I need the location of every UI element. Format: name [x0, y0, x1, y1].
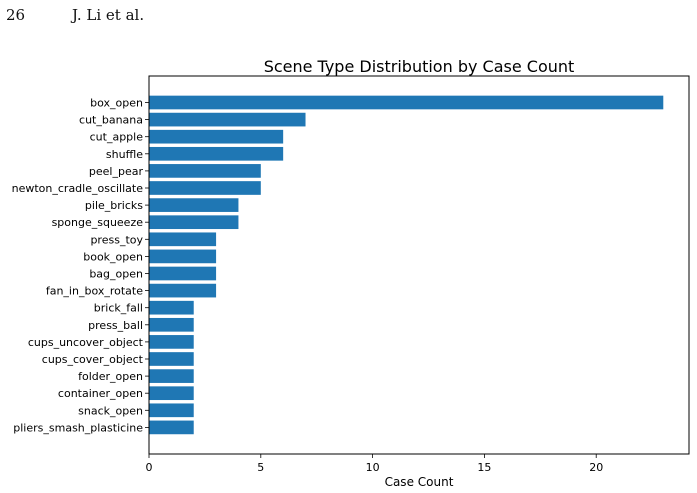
plot-frame — [148, 75, 690, 455]
y-tick-label: peel_pear — [89, 165, 144, 178]
bar-cut-apple — [149, 129, 284, 144]
bar-peel-pear — [149, 164, 261, 178]
bars-group — [149, 95, 664, 435]
bar-cups-cover-object — [149, 352, 194, 366]
bar-folder-open — [149, 369, 194, 383]
y-tick-label: pliers_smash_plasticine — [13, 421, 143, 434]
y-tick-label: cups_uncover_object — [28, 336, 144, 349]
bar-press-ball — [149, 317, 194, 332]
y-tick-label: folder_open — [78, 370, 143, 383]
page-header: 26 J. Li et al. — [0, 0, 697, 40]
x-tick-label: 0 — [146, 461, 153, 474]
bar-fan-in-box-rotate — [149, 283, 217, 298]
bar-cups-uncover-object — [149, 335, 194, 349]
y-tick-label: cut_banana — [79, 114, 143, 127]
bar-container-open — [149, 386, 194, 401]
y-tick-label: newton_cradle_oscillate — [12, 182, 144, 195]
y-tick-label: shuffle — [106, 148, 143, 161]
y-tick-label: sponge_squeeze — [52, 216, 144, 229]
page-number: 26 — [6, 6, 26, 24]
y-tick-label: container_open — [58, 387, 143, 400]
y-tick-label: press_toy — [90, 233, 143, 246]
y-tick-label: bag_open — [89, 268, 143, 281]
bar-book-open — [149, 249, 217, 264]
x-axis: 0 5 10 15 20 — [146, 454, 603, 474]
y-tick-label: brick_fall — [94, 302, 143, 315]
page-authors: J. Li et al. — [72, 6, 145, 24]
bar-pile-bricks — [149, 198, 239, 212]
bar-bag-open — [149, 266, 217, 281]
chart-title: Scene Type Distribution by Case Count — [264, 57, 575, 76]
x-tick-label: 15 — [477, 461, 491, 474]
y-tick-label: pile_bricks — [85, 199, 143, 212]
bar-shuffle — [149, 146, 284, 161]
x-tick-label: 10 — [366, 461, 380, 474]
bar-newton-cradle-oscillate — [149, 181, 261, 195]
y-tick-label: cut_apple — [90, 131, 144, 144]
bar-snack-open — [149, 403, 194, 418]
x-tick-label: 20 — [589, 461, 603, 474]
bar-brick-fall — [149, 300, 194, 315]
y-tick-label: book_open — [83, 250, 143, 263]
y-tick-label: box_open — [90, 97, 143, 110]
y-tick-label: cups_cover_object — [42, 353, 144, 366]
x-axis-label: Case Count — [385, 475, 454, 489]
y-tick-label: fan_in_box_rotate — [46, 285, 143, 298]
y-tick-label: press_ball — [88, 319, 143, 332]
x-tick-label: 5 — [257, 461, 264, 474]
bar-sponge-squeeze — [149, 215, 239, 230]
bar-pliers-smash-plasticine — [149, 420, 194, 435]
bar-box-open — [149, 95, 664, 110]
bar-press-toy — [149, 232, 217, 247]
bar-cut-banana — [149, 112, 306, 127]
y-tick-label: snack_open — [78, 404, 143, 417]
